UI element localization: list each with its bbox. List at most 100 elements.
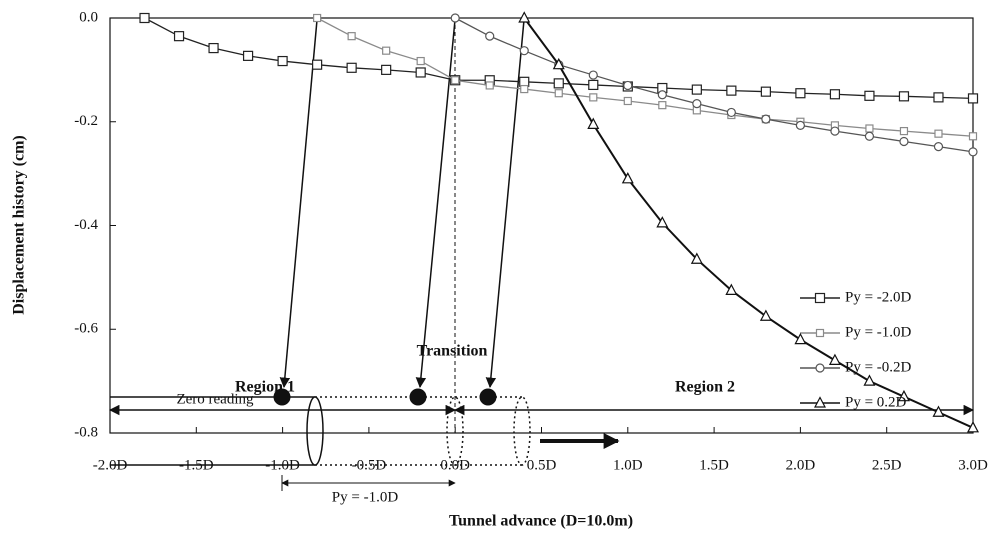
x-axis-title: Tunnel advance (D=10.0m)	[449, 513, 633, 530]
marker	[725, 283, 738, 295]
legend-label: Py = -1.0D	[845, 324, 912, 340]
marker	[760, 86, 771, 97]
y-tick-label: -0.2	[74, 113, 98, 129]
pointer-arrow	[485, 19, 525, 389]
legend-label: Py = -2.0D	[845, 289, 912, 305]
marker	[208, 42, 219, 54]
x-tick-label: 2.5D	[872, 457, 902, 473]
marker	[897, 389, 910, 402]
marker	[416, 56, 425, 66]
marker	[690, 252, 703, 264]
marker	[968, 147, 978, 157]
marker	[242, 50, 254, 61]
series	[450, 13, 978, 157]
x-tick-label: 0.0D	[440, 457, 470, 473]
y-tick-label: 0.0	[79, 9, 98, 25]
x-tick-label: 1.0D	[613, 457, 643, 473]
marker	[485, 81, 494, 90]
pipe-face	[306, 396, 324, 466]
x-tick-label: 1.5D	[699, 457, 729, 473]
pipe-face	[446, 396, 464, 466]
marker	[863, 374, 876, 386]
marker	[518, 11, 531, 23]
marker	[814, 396, 826, 408]
marker	[759, 309, 772, 321]
marker	[968, 132, 978, 141]
y-tick-label: -0.8	[74, 424, 98, 440]
marker	[967, 421, 979, 433]
marker	[382, 46, 391, 55]
marker	[692, 98, 702, 109]
marker	[815, 363, 825, 373]
marker	[554, 89, 563, 98]
y-tick-label: -0.4	[74, 217, 98, 233]
reading-point	[409, 388, 427, 406]
marker	[623, 80, 633, 91]
marker	[451, 76, 460, 85]
marker	[588, 70, 598, 80]
marker	[865, 124, 874, 133]
marker	[795, 88, 806, 99]
reading-point	[273, 388, 291, 406]
series-line	[523, 17, 974, 429]
annotation: Zero reading	[176, 391, 254, 407]
series-line	[454, 17, 974, 153]
marker	[864, 131, 875, 141]
marker	[795, 120, 806, 130]
series-line	[316, 17, 974, 137]
marker	[415, 67, 426, 78]
reading-point	[479, 388, 497, 406]
tunnel-diagram	[108, 18, 975, 491]
marker	[346, 62, 357, 73]
marker	[967, 93, 979, 104]
x-tick-label: -1.5D	[179, 457, 214, 473]
marker	[623, 96, 632, 106]
marker	[932, 405, 945, 417]
marker	[815, 328, 825, 338]
x-tick-label: 0.5D	[527, 457, 557, 473]
annotation: Py = -1.0D	[332, 489, 399, 505]
marker	[814, 292, 826, 304]
x-tick-label: -1.0D	[265, 457, 300, 473]
marker	[830, 126, 840, 136]
marker	[899, 136, 909, 147]
plot-frame	[109, 17, 974, 434]
x-tick-label: -2.0D	[93, 457, 128, 473]
pointer-arrow	[415, 19, 456, 389]
y-tick-label: -0.6	[74, 321, 98, 337]
marker	[829, 89, 841, 100]
marker	[520, 84, 529, 94]
marker	[898, 91, 910, 102]
marker	[485, 31, 495, 41]
pointer-arrow	[279, 19, 318, 389]
marker	[450, 13, 460, 23]
x-tick-label: -0.5D	[352, 457, 387, 473]
pipe-face	[513, 396, 531, 466]
marker	[312, 59, 323, 70]
marker	[552, 57, 565, 70]
marker	[588, 79, 599, 91]
x-tick-label: 3.0D	[958, 457, 988, 473]
marker	[621, 172, 634, 184]
marker	[519, 46, 529, 56]
annotation: Transition	[417, 343, 488, 360]
marker	[726, 107, 736, 118]
marker	[587, 117, 600, 129]
marker	[761, 114, 771, 124]
marker	[933, 92, 944, 103]
marker	[553, 78, 564, 89]
marker	[794, 332, 807, 345]
series	[313, 13, 978, 141]
marker	[313, 13, 322, 23]
marker	[381, 64, 392, 75]
legend-label: Py = 0.2D	[845, 394, 907, 410]
marker	[864, 90, 875, 101]
annotation: Region 1	[235, 379, 295, 396]
marker	[899, 126, 909, 136]
marker	[828, 353, 841, 365]
annotation: Region 2	[675, 379, 735, 396]
marker	[658, 101, 667, 110]
marker	[139, 12, 150, 24]
marker	[173, 31, 185, 42]
